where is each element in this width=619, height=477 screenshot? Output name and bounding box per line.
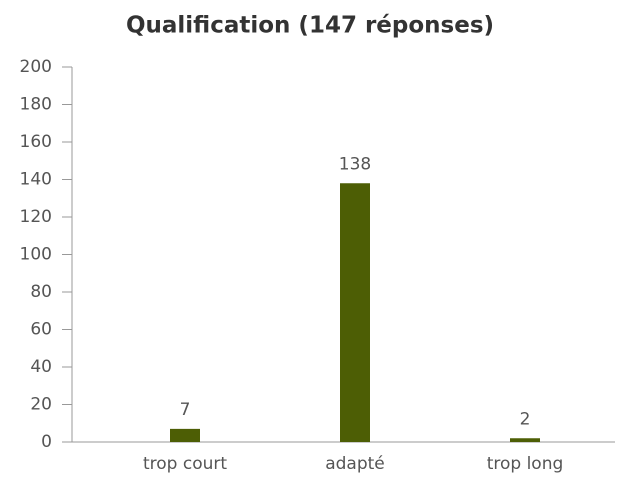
y-tick-label: 140 [20, 170, 52, 190]
y-tick-label: 120 [20, 207, 52, 227]
y-tick-label: 40 [30, 357, 52, 377]
bar [510, 438, 540, 442]
data-label: 138 [339, 154, 371, 174]
x-tick-label: adapté [325, 454, 385, 474]
data-label: 7 [180, 400, 191, 420]
y-tick-label: 160 [20, 132, 52, 152]
bar [170, 428, 200, 442]
data-label: 2 [520, 409, 531, 429]
x-tick-label: trop court [143, 454, 227, 474]
y-tick-label: 20 [30, 395, 52, 415]
y-tick-label: 60 [30, 320, 52, 340]
x-tick-label: trop long [487, 454, 564, 474]
chart-title: Qualification (147 réponses) [126, 13, 494, 39]
y-tick-label: 80 [30, 282, 52, 302]
y-tick-label: 100 [20, 245, 52, 265]
bar [340, 183, 370, 442]
y-tick-label: 200 [20, 57, 52, 77]
y-tick-label: 180 [20, 95, 52, 115]
y-tick-label: 0 [41, 432, 52, 452]
